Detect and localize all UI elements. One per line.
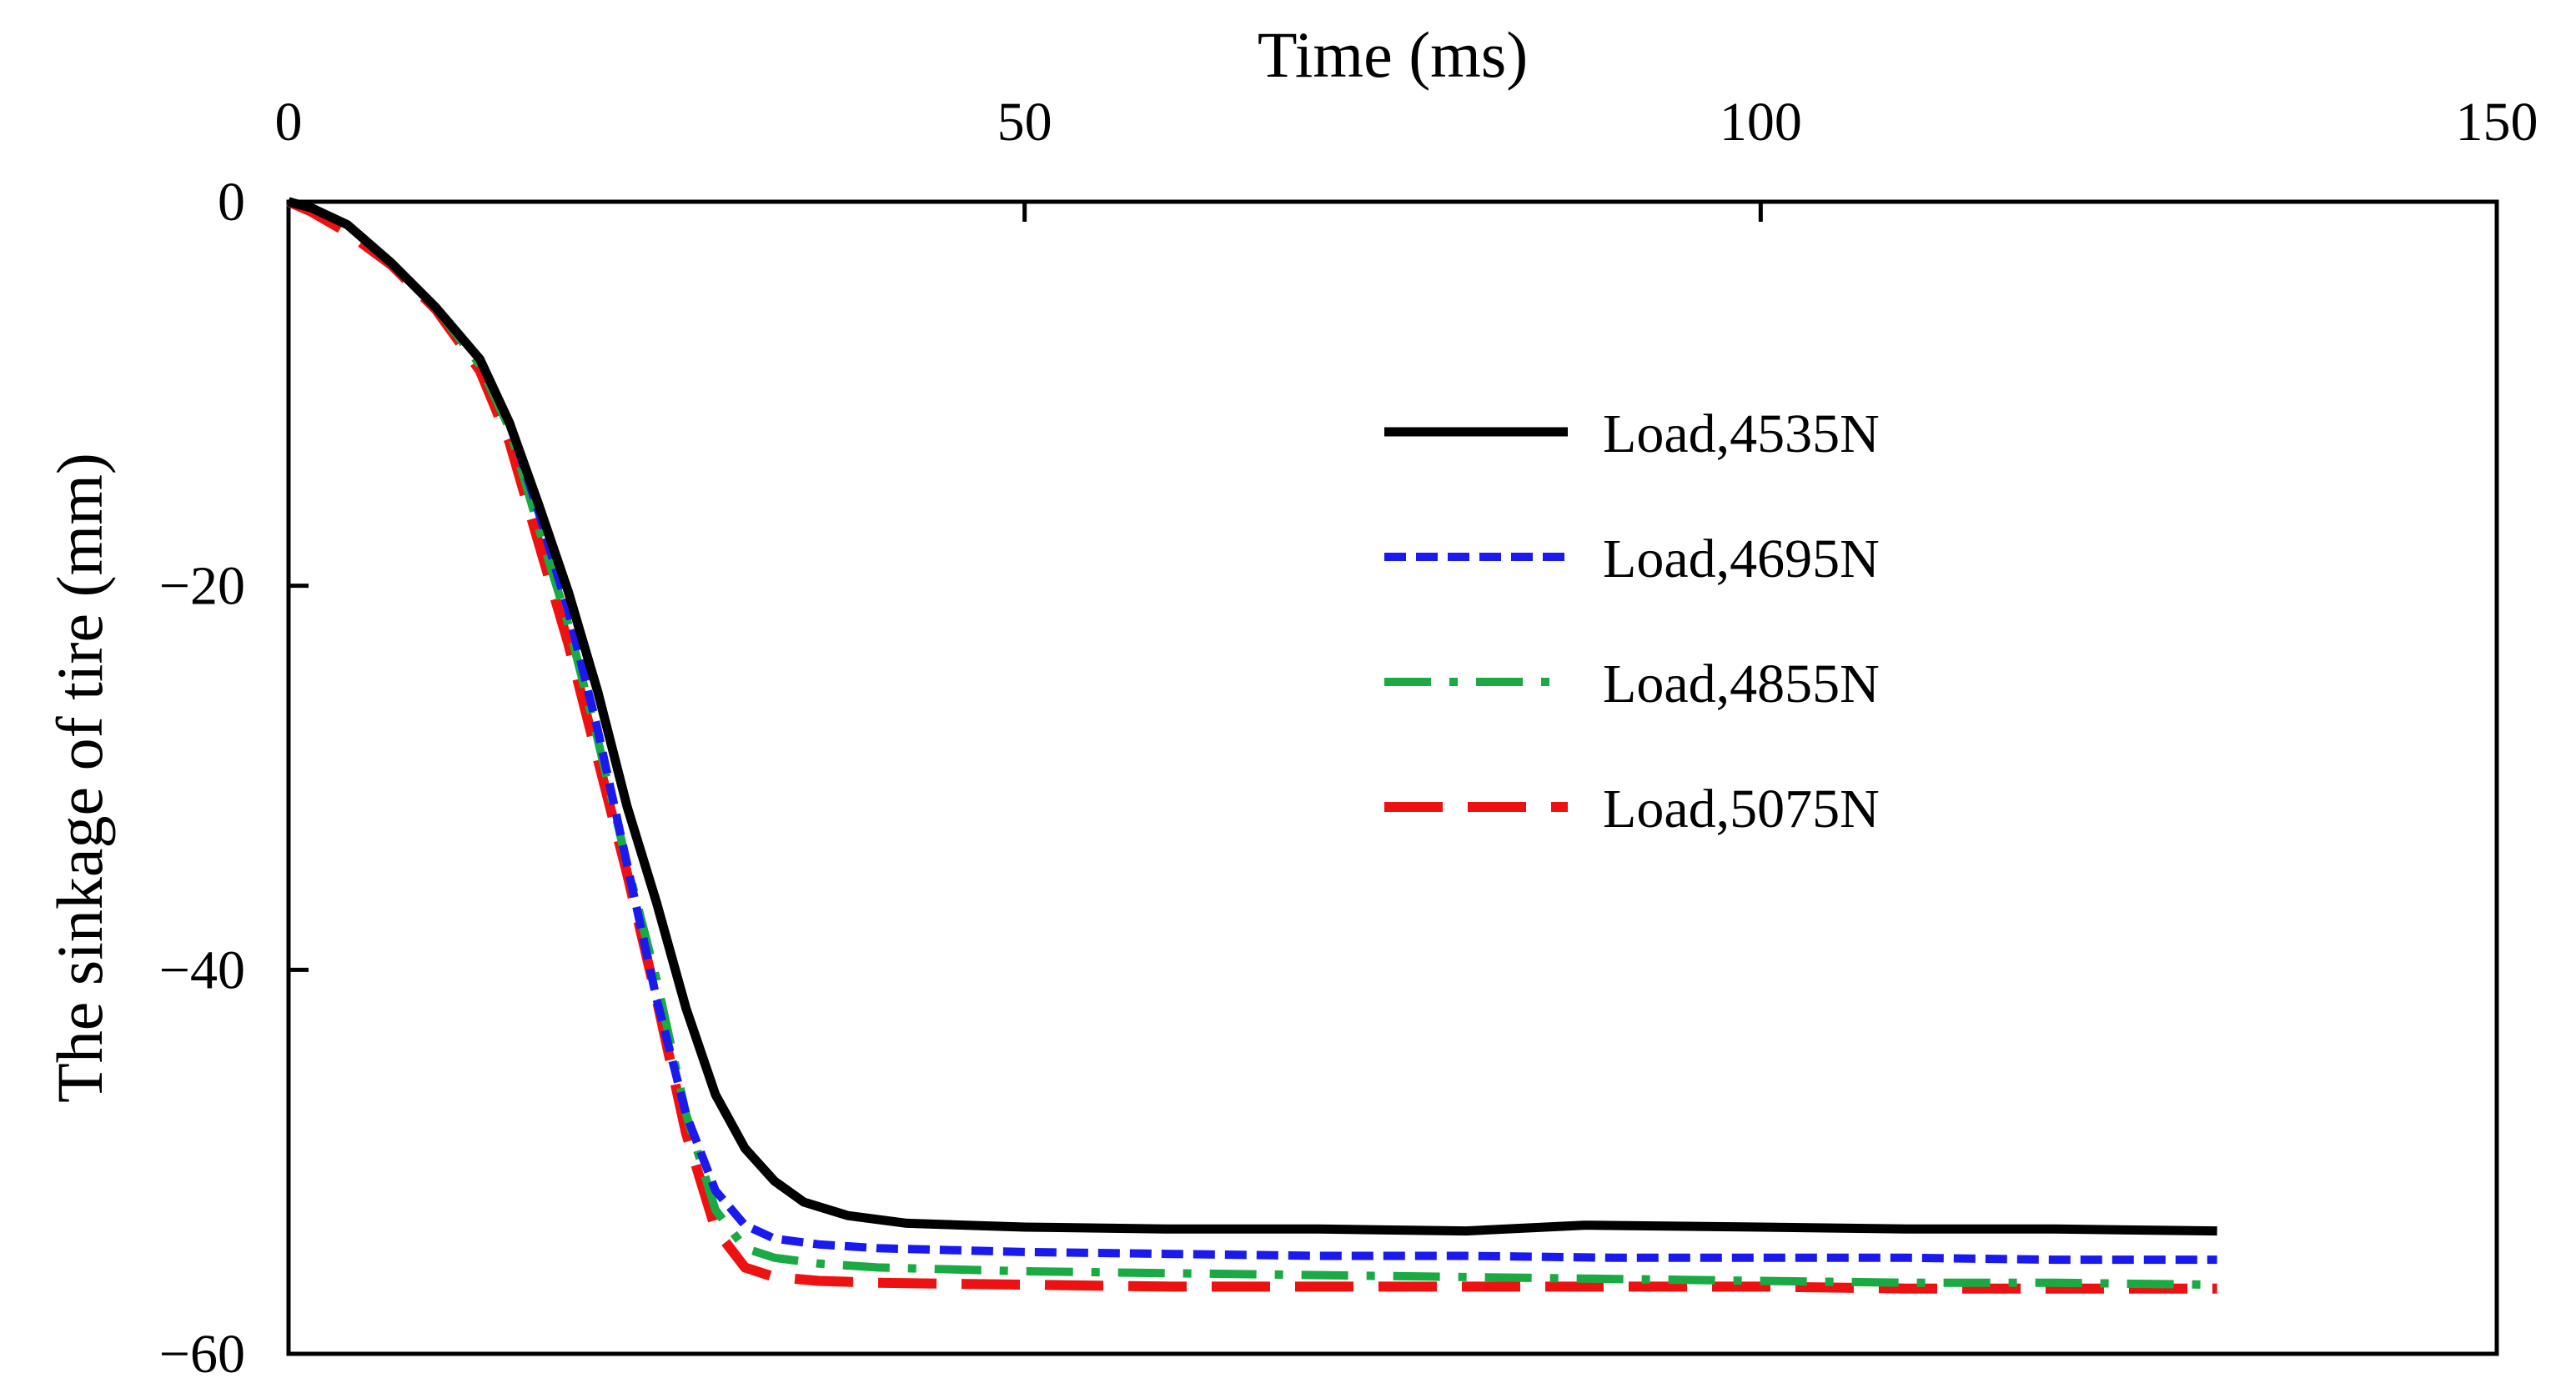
x-axis-title: Time (ms) [1258,18,1528,91]
legend-label: Load,4695N [1603,529,1880,589]
x-tick-label: 50 [997,92,1052,153]
legend-label: Load,5075N [1603,779,1880,839]
legend: Load,4535N Load,4695N Load,4855N Load,5075N [1384,403,1880,839]
series-line-load-4535n [287,197,2217,1236]
series-line-load-5075n [286,197,2217,1294]
x-tick-label: 100 [1720,92,1802,153]
series-line-load-4855n [287,198,2217,1290]
series-line-load-4695n [287,198,2217,1265]
legend-label: Load,4855N [1603,654,1880,714]
y-tick-label: −40 [159,940,245,1000]
axes-layer: 0 50 100 150 0 −20 −40 −60 [159,92,2538,1385]
x-tick-label: 150 [2456,92,2538,153]
y-tick-label: −20 [159,556,245,617]
legend-label: Load,4535N [1603,403,1880,464]
plot-frame [286,199,2499,1356]
y-tick-label: 0 [218,172,245,233]
x-tick-label: 0 [275,92,303,153]
y-tick-label: −60 [159,1324,245,1385]
y-axis-title: The sinkage of tire (mm) [43,453,116,1103]
series-layer [286,197,2217,1294]
